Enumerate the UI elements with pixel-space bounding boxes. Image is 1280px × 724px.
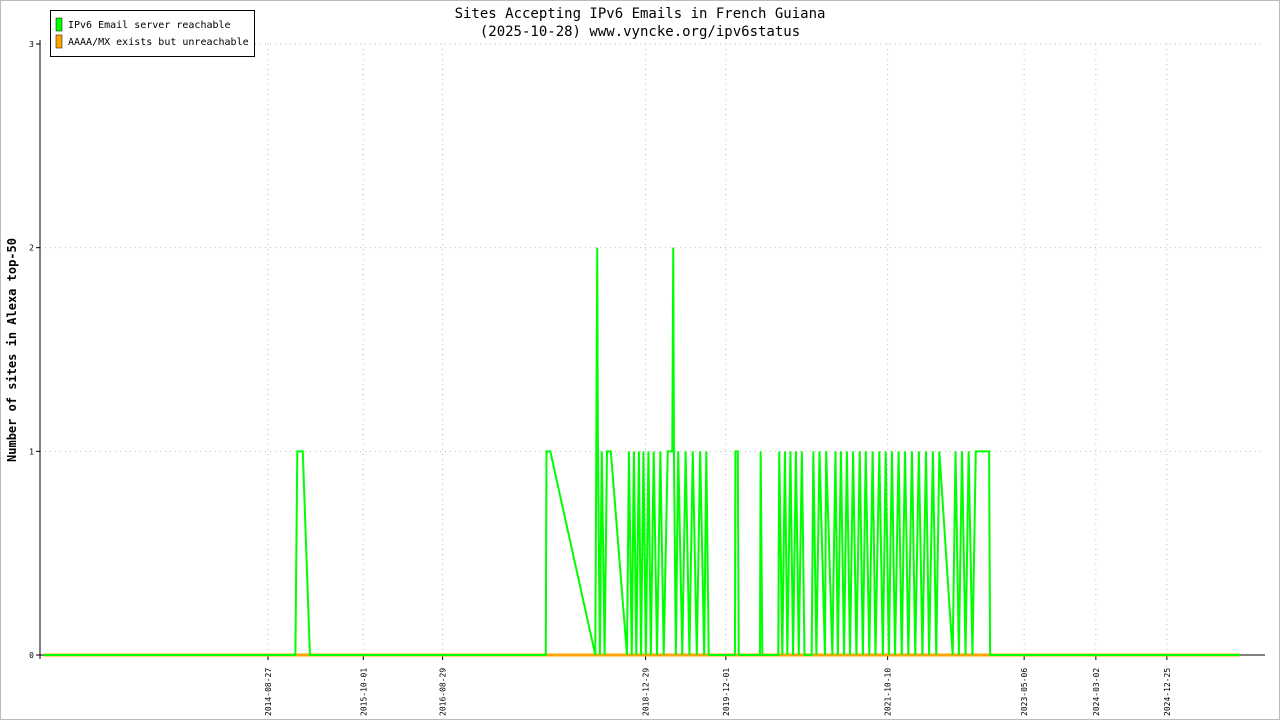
- x-tick-label: 2024-03-02: [1092, 668, 1101, 716]
- y-tick-label: 2: [29, 244, 34, 253]
- y-axis-label: Number of sites in Alexa top-50: [5, 238, 19, 462]
- chart-subtitle: (2025-10-28) www.vyncke.org/ipv6status: [480, 24, 800, 40]
- y-tick-label: 0: [29, 651, 34, 660]
- x-tick-label: 2019-12-01: [722, 668, 731, 716]
- x-tick-label: 2023-05-06: [1020, 668, 1029, 716]
- legend-label: IPv6 Email server reachable: [68, 20, 231, 31]
- legend-swatch: [55, 17, 63, 32]
- legend-box: [50, 10, 255, 57]
- y-tick-label: 1: [29, 447, 34, 456]
- chart-title: Sites Accepting IPv6 Emails in French Gu…: [455, 6, 826, 22]
- x-tick-label: 2021-10-10: [884, 668, 893, 716]
- x-tick-label: 2024-12-25: [1163, 668, 1172, 716]
- legend-swatch: [55, 34, 63, 49]
- legend-label: AAAA/MX exists but unreachable: [68, 37, 249, 48]
- series-line: [44, 247, 1240, 656]
- y-tick-label: 3: [29, 40, 34, 49]
- x-tick-label: 2015-10-01: [359, 668, 368, 716]
- x-tick-label: 2014-08-27: [264, 668, 273, 716]
- x-tick-label: 2018-12-29: [642, 668, 651, 716]
- x-tick-label: 2016-08-29: [439, 668, 448, 716]
